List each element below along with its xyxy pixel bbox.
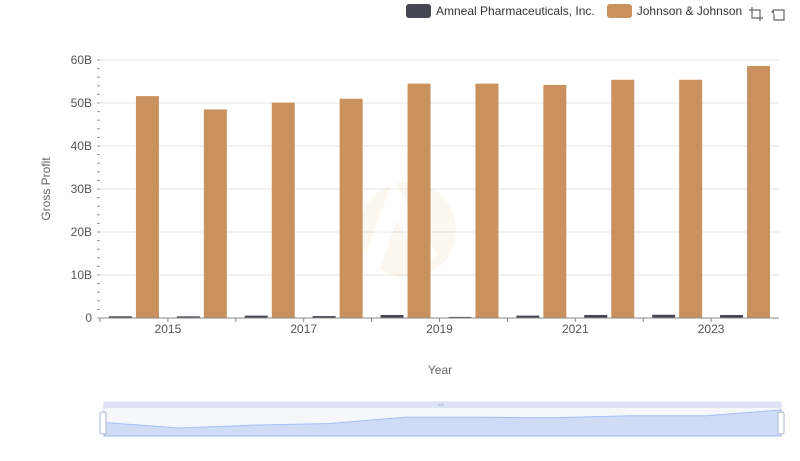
zoom-preview-area <box>103 409 782 437</box>
y-tick-label: 0 <box>85 311 92 325</box>
y-tick-label: 30B <box>71 182 92 196</box>
bar-jnj-2022[interactable] <box>679 79 703 318</box>
bar-jnj-2017[interactable] <box>339 98 363 318</box>
x-tick-label: 2017 <box>290 322 317 336</box>
bar-jnj-2021[interactable] <box>611 79 635 318</box>
x-tick-label: 2019 <box>426 322 453 336</box>
bar-jnj-2014[interactable] <box>135 96 159 319</box>
y-tick-label: 10B <box>71 268 92 282</box>
bar-jnj-2015[interactable] <box>203 109 227 318</box>
legend-item-0[interactable]: Amneal Pharmaceuticals, Inc. <box>406 4 595 18</box>
bar-jnj-2019[interactable] <box>475 83 499 319</box>
y-axis-title: Gross Profit <box>39 157 53 221</box>
y-tick-label: 20B <box>71 225 92 239</box>
restore-icon[interactable] <box>770 6 786 22</box>
bar-amneal-2020[interactable] <box>516 315 540 318</box>
bar-amneal-2018[interactable] <box>380 314 404 318</box>
bar-amneal-2016[interactable] <box>244 315 268 318</box>
y-tick-label: 40B <box>71 139 92 153</box>
x-tick-label: 2023 <box>698 322 725 336</box>
zoom-icon[interactable] <box>748 6 764 22</box>
bar-jnj-2020[interactable] <box>543 84 567 318</box>
zoom-drag-grip[interactable] <box>438 403 444 407</box>
zoom-handle-right[interactable] <box>777 411 785 435</box>
bar-amneal-2023[interactable] <box>720 314 744 318</box>
legend-swatch <box>406 4 431 18</box>
x-tick-label: 2015 <box>155 322 182 336</box>
legend: Amneal Pharmaceuticals, Inc. Johnson & Jo… <box>406 4 754 18</box>
legend-label: Amneal Pharmaceuticals, Inc. <box>436 4 595 18</box>
legend-label: Johnson & Johnson <box>636 4 743 18</box>
toolbox <box>748 6 792 22</box>
bar-amneal-2022[interactable] <box>652 314 676 318</box>
legend-item-1[interactable]: Johnson & Johnson <box>606 4 743 18</box>
bar-amneal-2015[interactable] <box>176 316 200 318</box>
data-zoom-slider[interactable] <box>99 401 785 437</box>
x-axis-title: Year <box>428 363 452 377</box>
zoom-handle-left[interactable] <box>99 411 107 435</box>
y-tick-label: 50B <box>71 96 92 110</box>
bar-jnj-2018[interactable] <box>407 83 431 319</box>
x-tick-label: 2021 <box>562 322 589 336</box>
bar-jnj-2016[interactable] <box>271 102 295 318</box>
bar-amneal-2021[interactable] <box>584 314 608 318</box>
y-tick-label: 60B <box>71 53 92 67</box>
legend-swatch <box>606 4 632 18</box>
bar-jnj-2023[interactable] <box>747 66 771 319</box>
bar-amneal-2017[interactable] <box>312 316 336 318</box>
bar-amneal-2014[interactable] <box>108 316 132 318</box>
